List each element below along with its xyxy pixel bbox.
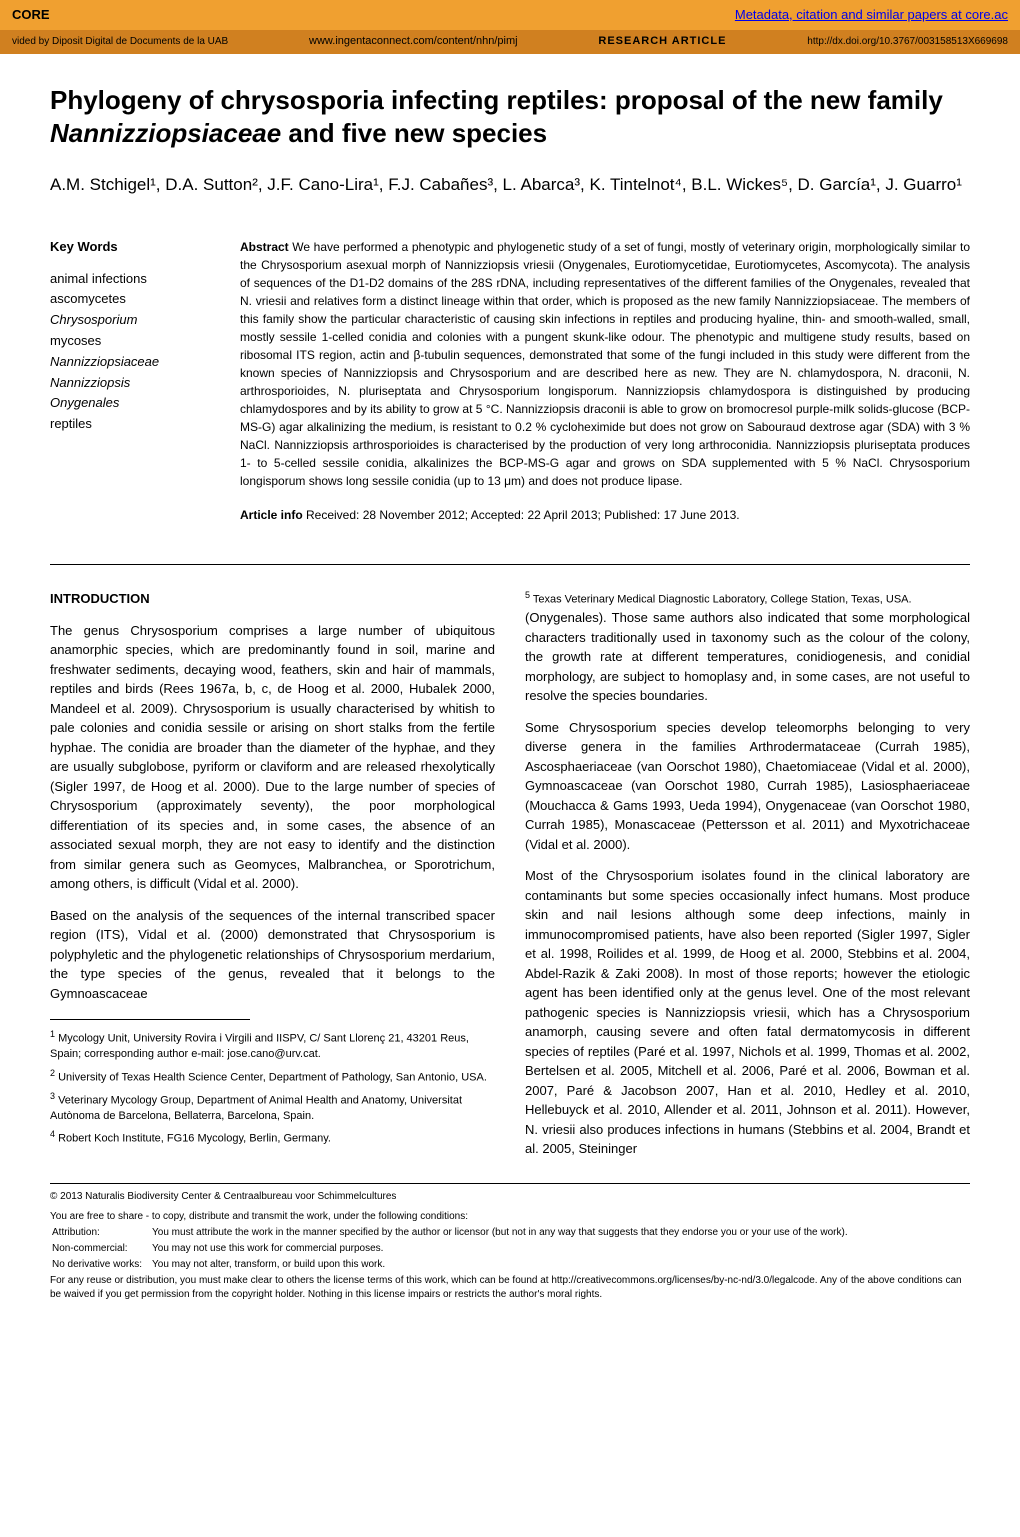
footnote-2: 2 University of Texas Health Science Cen…	[50, 1067, 495, 1086]
copyright: © 2013 Naturalis Biodiversity Center & C…	[50, 1183, 970, 1204]
abstract-text: We have performed a phenotypic and phylo…	[240, 240, 970, 488]
title-part1: Phylogeny of chrysosporia infecting rept…	[50, 85, 943, 115]
title-part2: and five new species	[281, 118, 547, 148]
title-italic: Nannizziopsiaceae	[50, 118, 281, 148]
keyword-item: Nannizziopsis	[50, 373, 210, 394]
intro-p3: (Onygenales). Those same authors also in…	[525, 608, 970, 706]
section-divider	[50, 564, 970, 565]
page-content: Phylogeny of chrysosporia infecting rept…	[0, 54, 1020, 1333]
keyword-item: reptiles	[50, 414, 210, 435]
top-bar-link-wrap: Metadata, citation and similar papers at…	[735, 6, 1008, 24]
top-bar: CORE Metadata, citation and similar pape…	[0, 0, 1020, 30]
article-info: Article info Received: 28 November 2012;…	[240, 506, 970, 524]
intro-heading: INTRODUCTION	[50, 589, 495, 609]
keyword-item: Chrysosporium	[50, 310, 210, 331]
keywords-column: Key Words animal infections ascomycetes …	[50, 238, 210, 524]
keywords-title: Key Words	[50, 238, 210, 256]
core-logo: CORE	[12, 6, 50, 24]
noderivative-label: No derivative works:	[52, 1258, 150, 1272]
footnote-5-text: Texas Veterinary Medical Diagnostic Labo…	[533, 594, 912, 606]
noderivative-text: You may not alter, transform, or build u…	[152, 1258, 856, 1272]
footnote-1: 1 Mycology Unit, University Rovira i Vir…	[50, 1028, 495, 1062]
intro-p5: Most of the Chrysosporium isolates found…	[525, 866, 970, 1159]
journal-url: www.ingentaconnect.com/content/nhn/pimj	[309, 34, 518, 49]
footnote-2-text: University of Texas Health Science Cente…	[58, 1071, 487, 1083]
footnote-3-text: Veterinary Mycology Group, Department of…	[50, 1095, 462, 1122]
keyword-item: animal infections	[50, 269, 210, 290]
body-columns: INTRODUCTION The genus Chrysosporium com…	[50, 589, 970, 1163]
footnote-1-text: Mycology Unit, University Rovira i Virgi…	[50, 1033, 469, 1060]
attribution-text: You must attribute the work in the manne…	[152, 1226, 856, 1240]
doi-link: http://dx.doi.org/10.3767/003158513X6696…	[807, 35, 1008, 49]
keywords-list: animal infections ascomycetes Chrysospor…	[50, 269, 210, 435]
abstract-column: Abstract We have performed a phenotypic …	[240, 238, 970, 524]
footnote-5: 5 Texas Veterinary Medical Diagnostic La…	[525, 589, 970, 608]
keyword-item: mycoses	[50, 331, 210, 352]
footnote-3: 3 Veterinary Mycology Group, Department …	[50, 1090, 495, 1124]
noncommercial-label: Non-commercial:	[52, 1242, 150, 1256]
abstract-label: Abstract	[240, 240, 289, 254]
intro-p1: The genus Chrysosporium comprises a larg…	[50, 621, 495, 894]
keywords-abstract-row: Key Words animal infections ascomycetes …	[50, 238, 970, 524]
keyword-item: ascomycetes	[50, 289, 210, 310]
noncommercial-text: You may not use this work for commercial…	[152, 1242, 856, 1256]
license-reuse: For any reuse or distribution, you must …	[50, 1274, 970, 1302]
keyword-item: Onygenales	[50, 393, 210, 414]
keyword-item: Nannizziopsiaceae	[50, 352, 210, 373]
footnotes-divider	[50, 1019, 250, 1020]
attribution-label: Attribution:	[52, 1226, 150, 1240]
license-table: Attribution: You must attribute the work…	[50, 1224, 858, 1274]
license-terms: You are free to share - to copy, distrib…	[50, 1210, 970, 1302]
article-type: RESEARCH ARTICLE	[598, 34, 726, 49]
provider-text: vided by Diposit Digital de Documents de…	[12, 35, 228, 49]
metadata-link[interactable]: Metadata, citation and similar papers at…	[735, 7, 1008, 22]
article-info-text: Received: 28 November 2012; Accepted: 22…	[303, 508, 740, 522]
intro-p4: Some Chrysosporium species develop teleo…	[525, 718, 970, 855]
footnote-4-text: Robert Koch Institute, FG16 Mycology, Be…	[58, 1133, 331, 1145]
footnote-4: 4 Robert Koch Institute, FG16 Mycology, …	[50, 1128, 495, 1147]
article-info-label: Article info	[240, 508, 303, 522]
article-title: Phylogeny of chrysosporia infecting rept…	[50, 84, 970, 152]
sub-bar: vided by Diposit Digital de Documents de…	[0, 30, 1020, 53]
authors: A.M. Stchigel¹, D.A. Sutton², J.F. Cano-…	[50, 171, 970, 198]
intro-p2: Based on the analysis of the sequences o…	[50, 906, 495, 1004]
license-intro: You are free to share - to copy, distrib…	[50, 1210, 970, 1224]
